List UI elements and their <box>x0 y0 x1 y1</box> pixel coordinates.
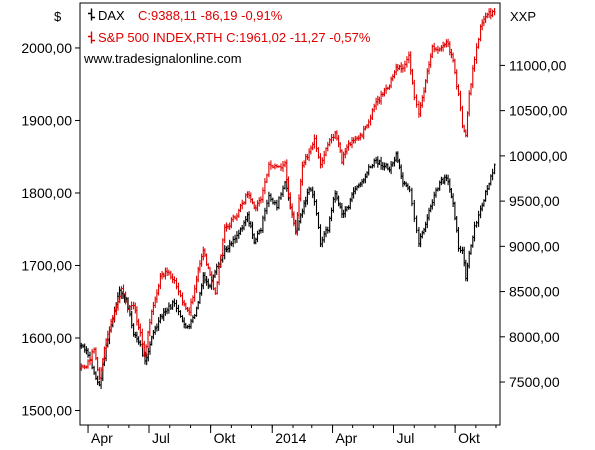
left-tick-label: 1500,00 <box>21 402 72 418</box>
plot-frame <box>79 2 501 426</box>
left-tick-label: 1600,00 <box>21 330 72 346</box>
left-axis: 1500,00 1600,00 1700,00 1800,00 1900,00 2000,… <box>21 40 80 418</box>
x-tick-label: Jul <box>152 430 170 446</box>
legend-entry-sp500: S&P 500 INDEX,RTH C:1961,02 -11,27 -0,57… <box>88 30 371 45</box>
right-tick-label: 10000,00 <box>509 148 568 164</box>
x-tick-label: Apr <box>91 430 113 446</box>
left-tick-label: 2000,00 <box>21 40 72 56</box>
x-tick-label: Apr <box>336 430 358 446</box>
right-tick-label: 10500,00 <box>509 103 568 119</box>
series-layer <box>80 7 496 389</box>
right-tick-label: 7500,00 <box>509 374 560 390</box>
right-axis: 7500,00 8000,00 8500,00 9000,00 9500,00 10000… <box>500 57 568 390</box>
right-tick-label: 8500,00 <box>509 284 560 300</box>
legend-entry-dax: DAX C:9388,11 -86,19 -0,91% <box>88 8 283 23</box>
x-tick-label: Jul <box>396 430 414 446</box>
right-tick-label: 9500,00 <box>509 193 560 209</box>
legend: DAX C:9388,11 -86,19 -0,91% S&P 500 INDE… <box>88 8 371 45</box>
ohlc-bar-icon <box>88 31 95 44</box>
x-tick-label: 2014 <box>275 430 306 446</box>
x-tick-label: Okt <box>458 430 480 446</box>
left-tick-label: 1800,00 <box>21 185 72 201</box>
x-tick-label: Okt <box>214 430 236 446</box>
legend-dax-name: DAX <box>98 8 125 23</box>
ohlc-bar-icon <box>88 8 95 21</box>
right-axis-label: XXP <box>510 9 536 24</box>
legend-dax-values: C:9388,11 -86,19 -0,91% <box>138 8 283 23</box>
left-tick-label: 1700,00 <box>21 257 72 273</box>
x-axis: Apr Jul Okt 2014 Apr Jul Okt <box>87 425 497 446</box>
right-tick-label: 11000,00 <box>509 57 567 73</box>
legend-sp500-text: S&P 500 INDEX,RTH C:1961,02 -11,27 -0,57… <box>98 30 371 45</box>
watermark: www.tradesignalonline.com <box>83 51 242 66</box>
left-tick-label: 1900,00 <box>21 112 72 128</box>
right-tick-label: 8000,00 <box>509 329 560 345</box>
series-sp500 <box>80 7 496 381</box>
series-bars <box>80 7 496 381</box>
left-axis-label: $ <box>54 9 62 24</box>
right-tick-label: 9000,00 <box>509 238 560 254</box>
